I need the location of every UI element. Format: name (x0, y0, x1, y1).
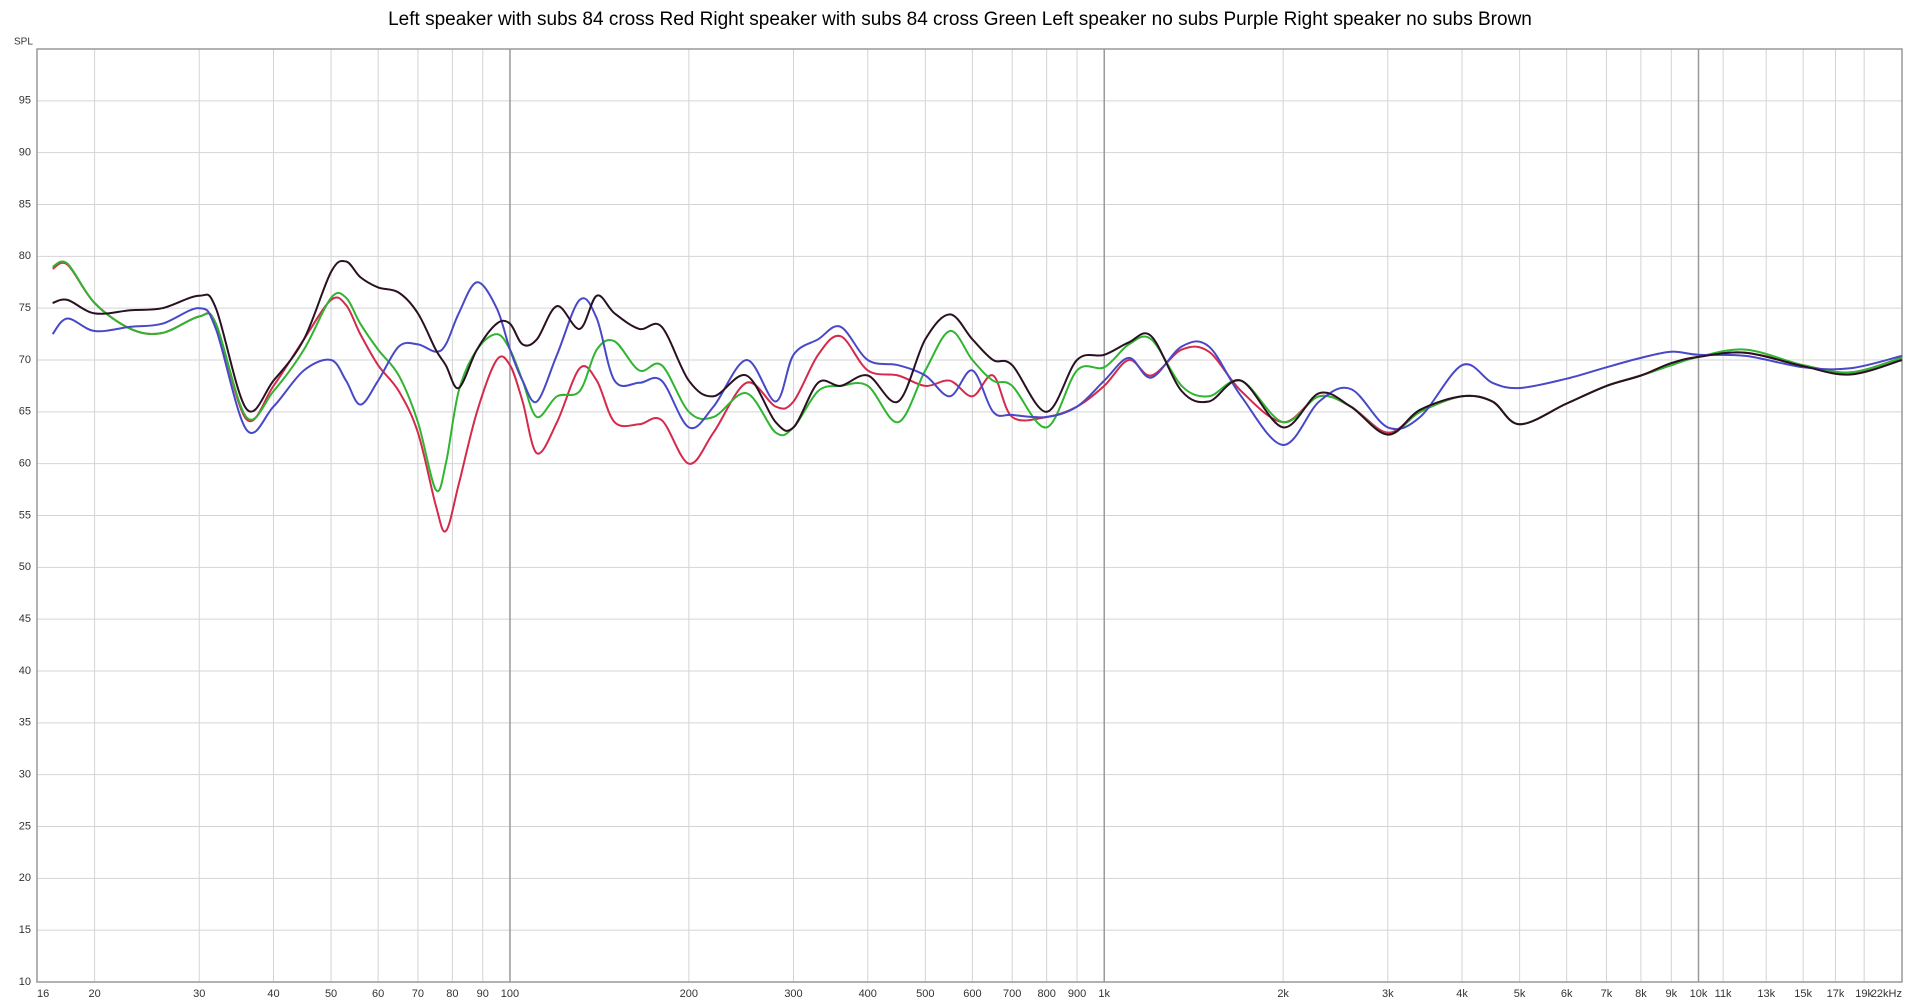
x-tick-label: 60 (372, 988, 384, 1000)
x-tick-label: 19k (1855, 988, 1873, 1000)
x-tick-label: 30 (193, 988, 205, 1000)
series-line (52, 259, 1903, 436)
y-tick-label: 30 (19, 769, 31, 781)
x-tick-label: 600 (963, 988, 981, 1000)
x-tick-label: 16 (37, 988, 49, 1000)
x-tick-label: 100 (501, 988, 519, 1000)
x-tick-label: 3k (1382, 988, 1394, 1000)
x-tick-label: 6k (1561, 988, 1573, 1000)
y-tick-label: 35 (19, 717, 31, 729)
x-tick-label: 20 (88, 988, 100, 1000)
x-tick-label: 5k (1514, 988, 1526, 1000)
x-tick-label: 10k (1690, 988, 1708, 1000)
x-tick-label: 80 (446, 988, 458, 1000)
plot-border (36, 48, 1903, 983)
y-tick-label: 75 (19, 302, 31, 314)
y-tick-label: 80 (19, 250, 31, 262)
x-tick-label: 8k (1635, 988, 1647, 1000)
y-axis-label: SPL (14, 37, 33, 48)
y-tick-label: 60 (19, 458, 31, 470)
x-tick-label: 9k (1666, 988, 1678, 1000)
x-tick-label: 800 (1037, 988, 1055, 1000)
x-tick-label: 15k (1794, 988, 1812, 1000)
y-tick-label: 85 (19, 198, 31, 210)
x-tick-label: 500 (916, 988, 934, 1000)
y-tick-label: 20 (19, 872, 31, 884)
x-tick-label: 900 (1068, 988, 1086, 1000)
x-tick-label: 2k (1277, 988, 1289, 1000)
x-tick-label: 700 (1003, 988, 1021, 1000)
x-tick-label: 300 (784, 988, 802, 1000)
y-tick-label: 90 (19, 147, 31, 159)
y-tick-label: 65 (19, 406, 31, 418)
x-tick-label: 50 (325, 988, 337, 1000)
y-tick-label: 25 (19, 820, 31, 832)
x-tick-label: 11k (1715, 988, 1732, 1000)
x-tick-label: 17k (1827, 988, 1845, 1000)
y-tick-label: 70 (19, 354, 31, 366)
x-tick-label: 200 (680, 988, 698, 1000)
y-tick-label: 50 (19, 561, 31, 573)
y-tick-label: 15 (19, 924, 31, 936)
x-tick-label: 22kHz (1871, 988, 1902, 1000)
chart-title: Left speaker with subs 84 cross Red Righ… (388, 9, 1532, 30)
x-tick-label: 40 (267, 988, 279, 1000)
x-tick-label: 4k (1456, 988, 1468, 1000)
x-tick-label: 90 (477, 988, 489, 1000)
x-tick-label: 400 (859, 988, 877, 1000)
y-tick-label: 45 (19, 613, 31, 625)
y-tick-label: 40 (19, 665, 31, 677)
series-line (51, 281, 1903, 447)
x-tick-label: 1k (1098, 988, 1110, 1000)
y-tick-label: 55 (19, 509, 31, 521)
y-tick-label: 10 (19, 976, 31, 988)
x-tick-label: 7k (1601, 988, 1613, 1000)
x-tick-label: 13k (1757, 988, 1775, 1000)
x-tick-label: 70 (412, 988, 424, 1000)
y-tick-label: 95 (19, 95, 31, 107)
